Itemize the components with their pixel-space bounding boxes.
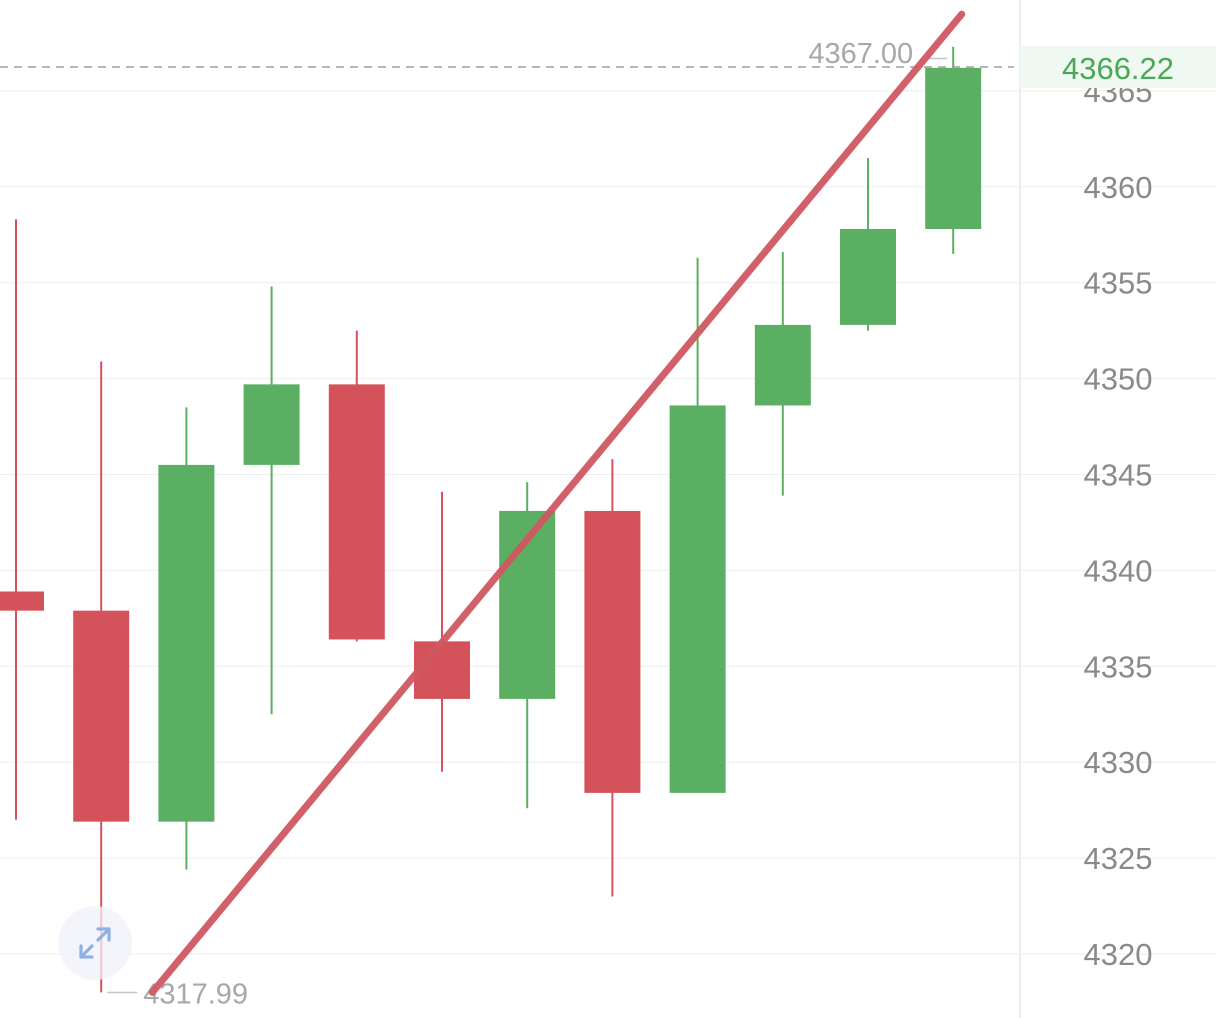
- candle-body: [584, 510, 641, 793]
- y-tick-label: 4330: [1084, 745, 1153, 780]
- y-tick-label: 4320: [1084, 937, 1153, 972]
- y-axis-panel: [1020, 0, 1216, 1018]
- expand-arrows-icon: [79, 927, 111, 959]
- y-tick-label: 4360: [1084, 170, 1153, 205]
- candle-body: [73, 610, 130, 822]
- candle-body: [328, 384, 385, 640]
- y-tick-label: 4345: [1084, 458, 1153, 493]
- last-price-badge: [1020, 46, 1216, 88]
- y-tick-label: 4350: [1084, 362, 1153, 397]
- candle-body: [0, 591, 44, 611]
- candle-body: [669, 405, 726, 793]
- y-tick-label: 4340: [1084, 553, 1153, 588]
- last-price-label: 4366.22: [1062, 51, 1174, 86]
- y-tick-label: 4325: [1084, 841, 1153, 876]
- candle-body: [243, 384, 300, 465]
- candle-body: [158, 464, 215, 822]
- max-price-label: 4367.00: [808, 38, 913, 70]
- candle-body: [925, 67, 982, 229]
- y-tick-label: 4335: [1084, 649, 1153, 684]
- candle-body: [754, 324, 811, 406]
- candle-body: [840, 228, 896, 325]
- expand-chart-button[interactable]: [58, 906, 132, 980]
- trend-line: [148, 10, 966, 996]
- y-tick-label: 4355: [1084, 266, 1153, 301]
